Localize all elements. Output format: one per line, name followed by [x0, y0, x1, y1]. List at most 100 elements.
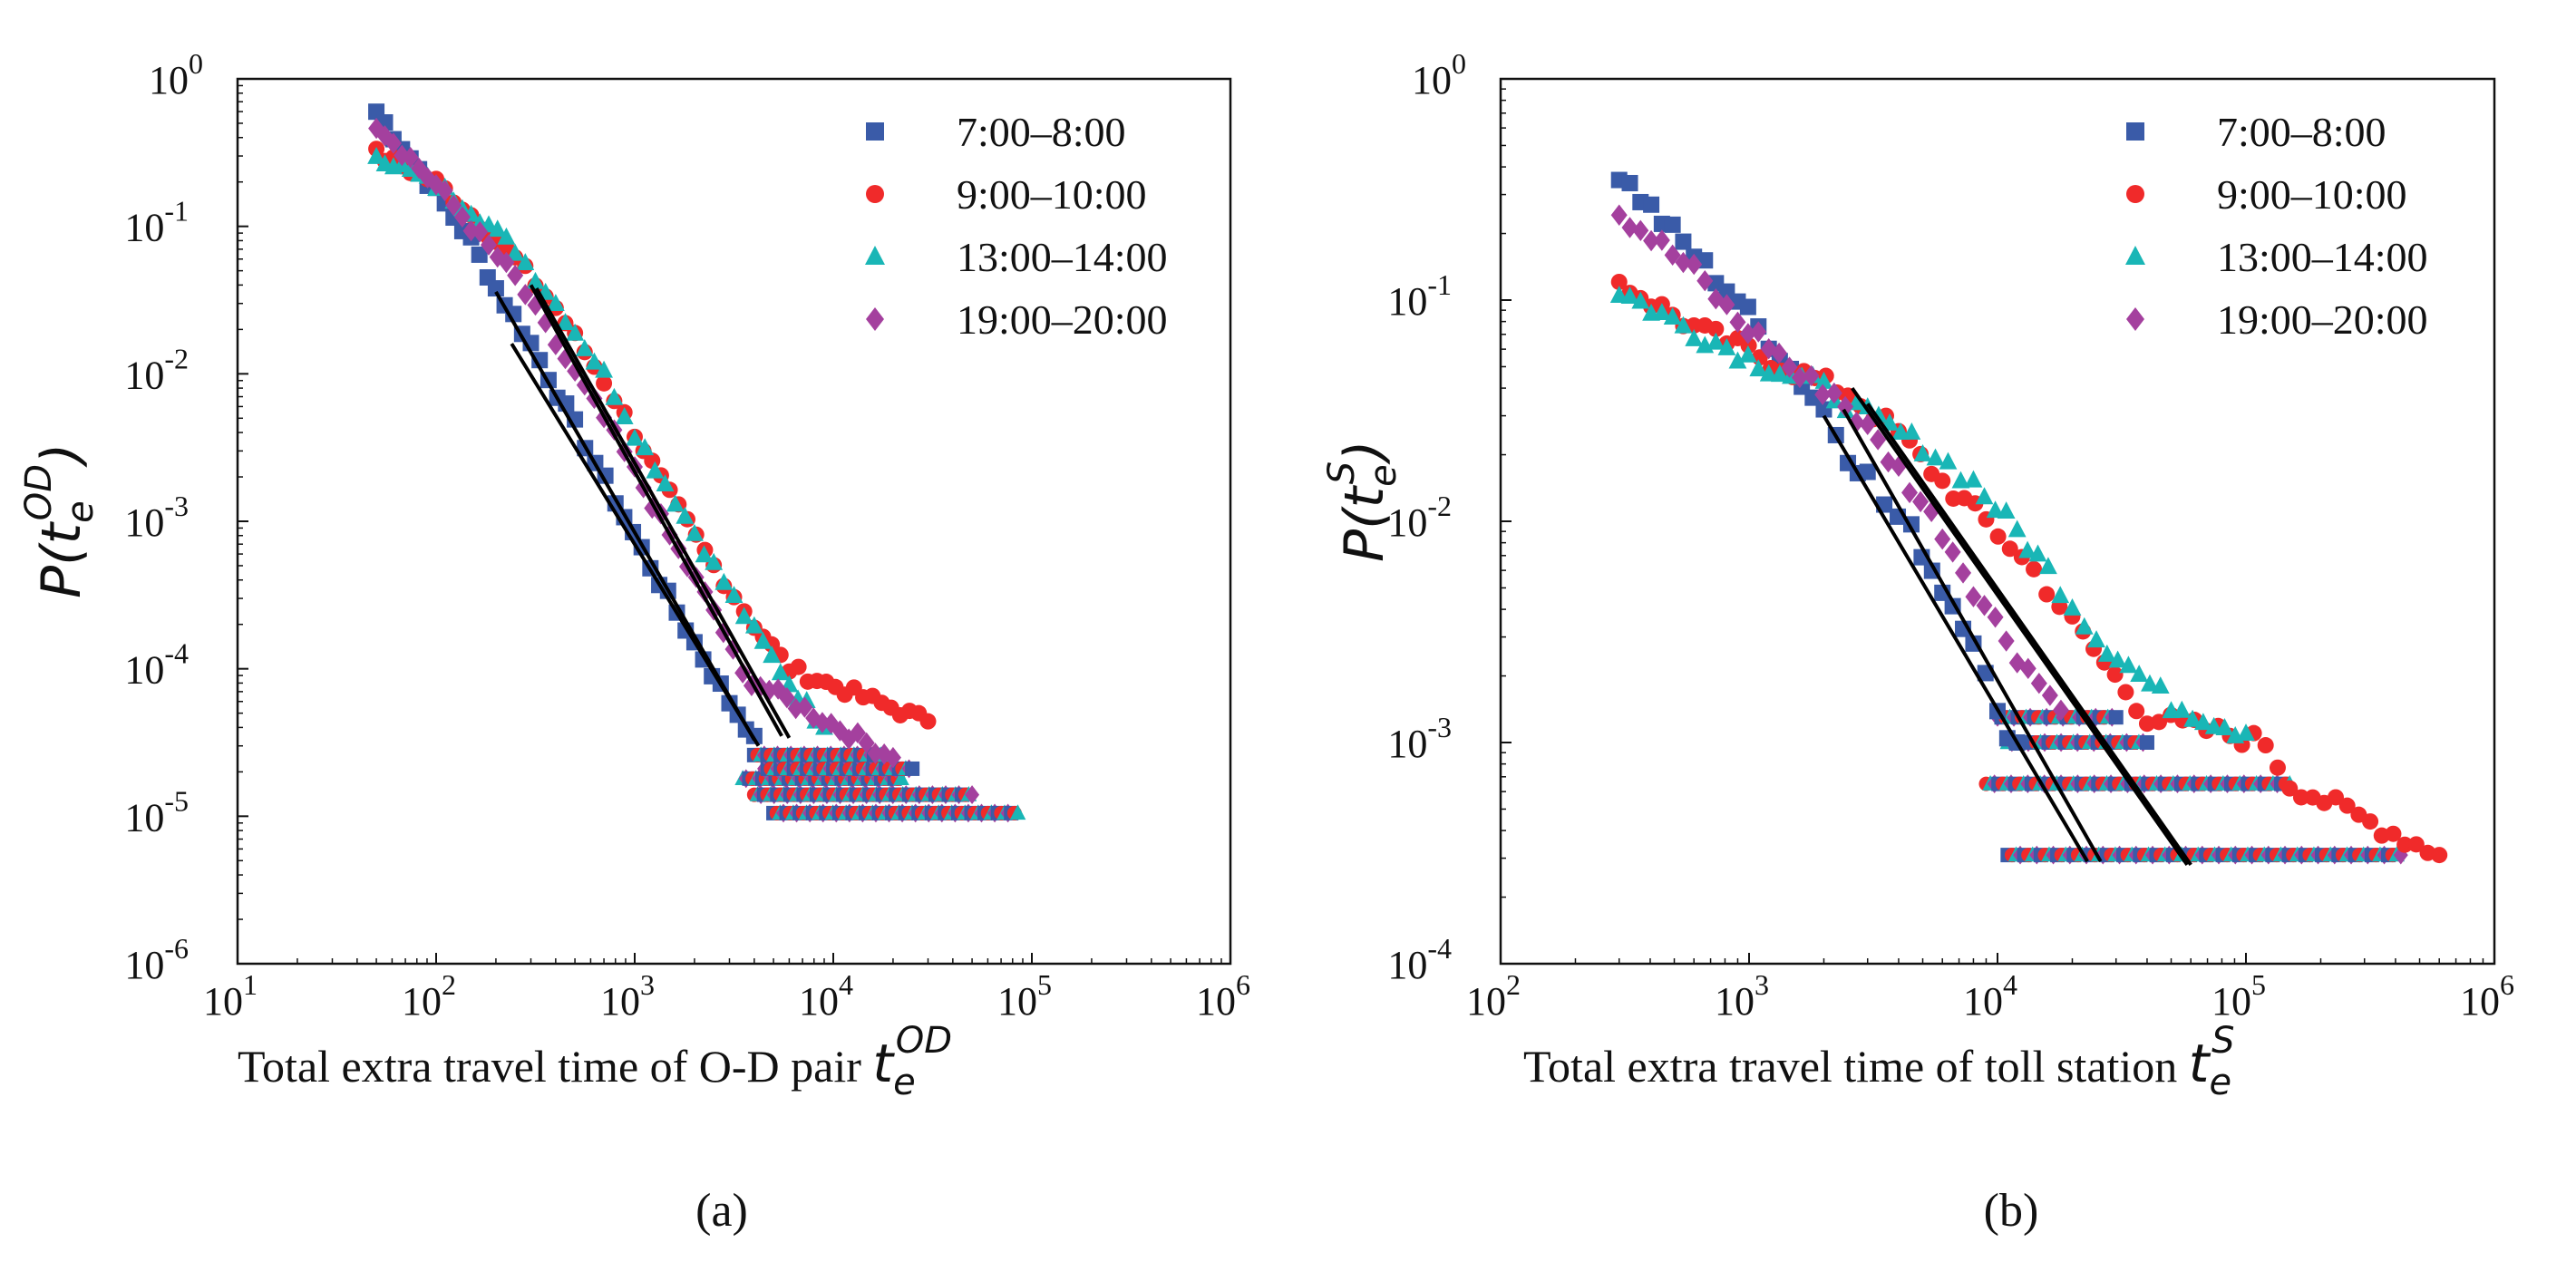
data-point-4 [858, 732, 875, 754]
y-tick-label: 10-4 [1387, 932, 1452, 987]
data-point-4 [1912, 490, 1930, 513]
x-tick-label: 102 [402, 968, 456, 1024]
data-point-4 [1675, 251, 1692, 274]
data-point-4 [796, 696, 813, 718]
data-point-3 [1728, 351, 1747, 369]
data-point-2 [2292, 789, 2309, 806]
data-point-2 [2396, 836, 2414, 853]
data-point-4 [778, 686, 795, 709]
data-point-4 [411, 157, 428, 180]
data-point-3 [1986, 500, 2005, 519]
data-point-3 [753, 631, 773, 649]
data-point-4 [1998, 630, 2015, 652]
data-point-3 [1663, 307, 1682, 325]
data-point-3 [1997, 501, 2016, 519]
data-point-3 [516, 253, 535, 271]
data-point-3 [1939, 451, 1958, 470]
legend-marker-3 [865, 246, 885, 265]
legend-label-2: 9:00–10:00 [957, 171, 1147, 218]
floor-point [2139, 735, 2154, 750]
data-point-2 [2001, 540, 2018, 558]
data-point-4 [1621, 217, 1638, 238]
ticks-a: 101 102 103 104 105 106 100 10-1 10-2 10-3 10-4 10-… [124, 47, 1250, 1024]
data-point-4 [696, 581, 714, 603]
data-point-3 [2097, 644, 2116, 662]
data-point-2 [596, 374, 613, 392]
data-point-1 [487, 280, 504, 297]
data-point-1 [1739, 298, 1756, 316]
chart-panel-a: 101 102 103 104 105 106 100 10-1 10-2 10-3 10-4 10-… [18, 47, 1250, 1237]
data-point-2 [1740, 337, 1757, 354]
data-point-3 [2108, 650, 2127, 668]
data-point-4 [1791, 366, 1808, 389]
data-point-3 [666, 494, 685, 512]
floor-point [1009, 804, 1026, 820]
data-point-2 [2038, 586, 2056, 603]
data-point-4 [1825, 382, 1842, 404]
floor-point [2108, 710, 2124, 725]
data-point-4 [1696, 270, 1714, 292]
y-tick-label: 10-5 [124, 784, 189, 840]
data-point-3 [2151, 676, 2170, 694]
data-point-2 [2257, 737, 2274, 754]
data-point-3 [488, 219, 507, 238]
legend-marker-3 [2125, 246, 2145, 265]
data-point-3 [1749, 359, 1768, 377]
floor-point [905, 761, 920, 776]
data-point-1 [1859, 463, 1876, 481]
data-point-3 [1926, 448, 1945, 466]
data-point-4 [1880, 451, 1897, 473]
floor-point [893, 770, 909, 786]
y-axis-title-a: P(teOD) [18, 443, 102, 598]
x-tick-label: 102 [1466, 968, 1521, 1024]
data-point-1 [471, 246, 488, 263]
data-point-4 [1814, 383, 1832, 405]
fits-b [1822, 386, 2192, 867]
data-point-3 [1738, 345, 1757, 363]
data-point-2 [2328, 789, 2345, 806]
legend-marker-1 [2126, 122, 2144, 141]
data-point-4 [517, 284, 534, 306]
data-point-3 [705, 552, 724, 570]
chart-panel-b: 102 103 104 105 106 100 10-1 10-2 10-3 10-4 7:00–… [1321, 47, 2514, 1237]
y-tick-label: 10-4 [124, 637, 189, 693]
data-point-2 [2362, 813, 2379, 830]
data-point-3 [1620, 286, 1639, 304]
data-point-3 [2087, 630, 2105, 648]
data-point-3 [636, 438, 655, 456]
data-point-4 [1965, 586, 1982, 607]
data-point-3 [2173, 700, 2192, 718]
x-tick-label: 106 [2460, 968, 2514, 1024]
data-point-3 [2075, 616, 2094, 635]
data-point-1 [1621, 174, 1638, 191]
y-tick-label: 10-2 [1387, 490, 1452, 545]
ticks-b: 102 103 104 105 106 100 10-1 10-2 10-3 10-4 [1387, 47, 2514, 1024]
data-point-3 [646, 461, 665, 479]
data-point-4 [1955, 562, 1972, 584]
data-point-2 [2281, 780, 2299, 797]
data-point-2 [1989, 528, 2007, 545]
data-point-3 [2130, 665, 2149, 683]
data-point-4 [453, 206, 471, 228]
data-point-2 [2385, 825, 2402, 842]
y-tick-label: 10-3 [124, 490, 189, 545]
data-point-3 [566, 323, 585, 341]
fit-line [494, 290, 756, 741]
data-point-4 [1803, 364, 1820, 387]
fit-line [529, 284, 783, 737]
legend-marker-4 [866, 307, 884, 331]
data-point-3 [2039, 557, 2057, 575]
caption-b: (b) [1984, 1185, 2039, 1237]
data-point-3 [546, 294, 565, 311]
data-point-3 [575, 338, 594, 356]
data-point-3 [714, 572, 734, 590]
legend-label-4: 19:00–20:00 [2217, 296, 2428, 343]
data-point-4 [1987, 607, 2004, 628]
data-point-2 [919, 713, 937, 730]
y-tick-label: 100 [149, 47, 203, 102]
legend-label-4: 19:00–20:00 [957, 296, 1168, 343]
data-point-2 [2106, 666, 2124, 684]
data-point-4 [1739, 323, 1756, 345]
data-point-4 [2052, 699, 2069, 722]
fit-line [1842, 408, 2103, 863]
